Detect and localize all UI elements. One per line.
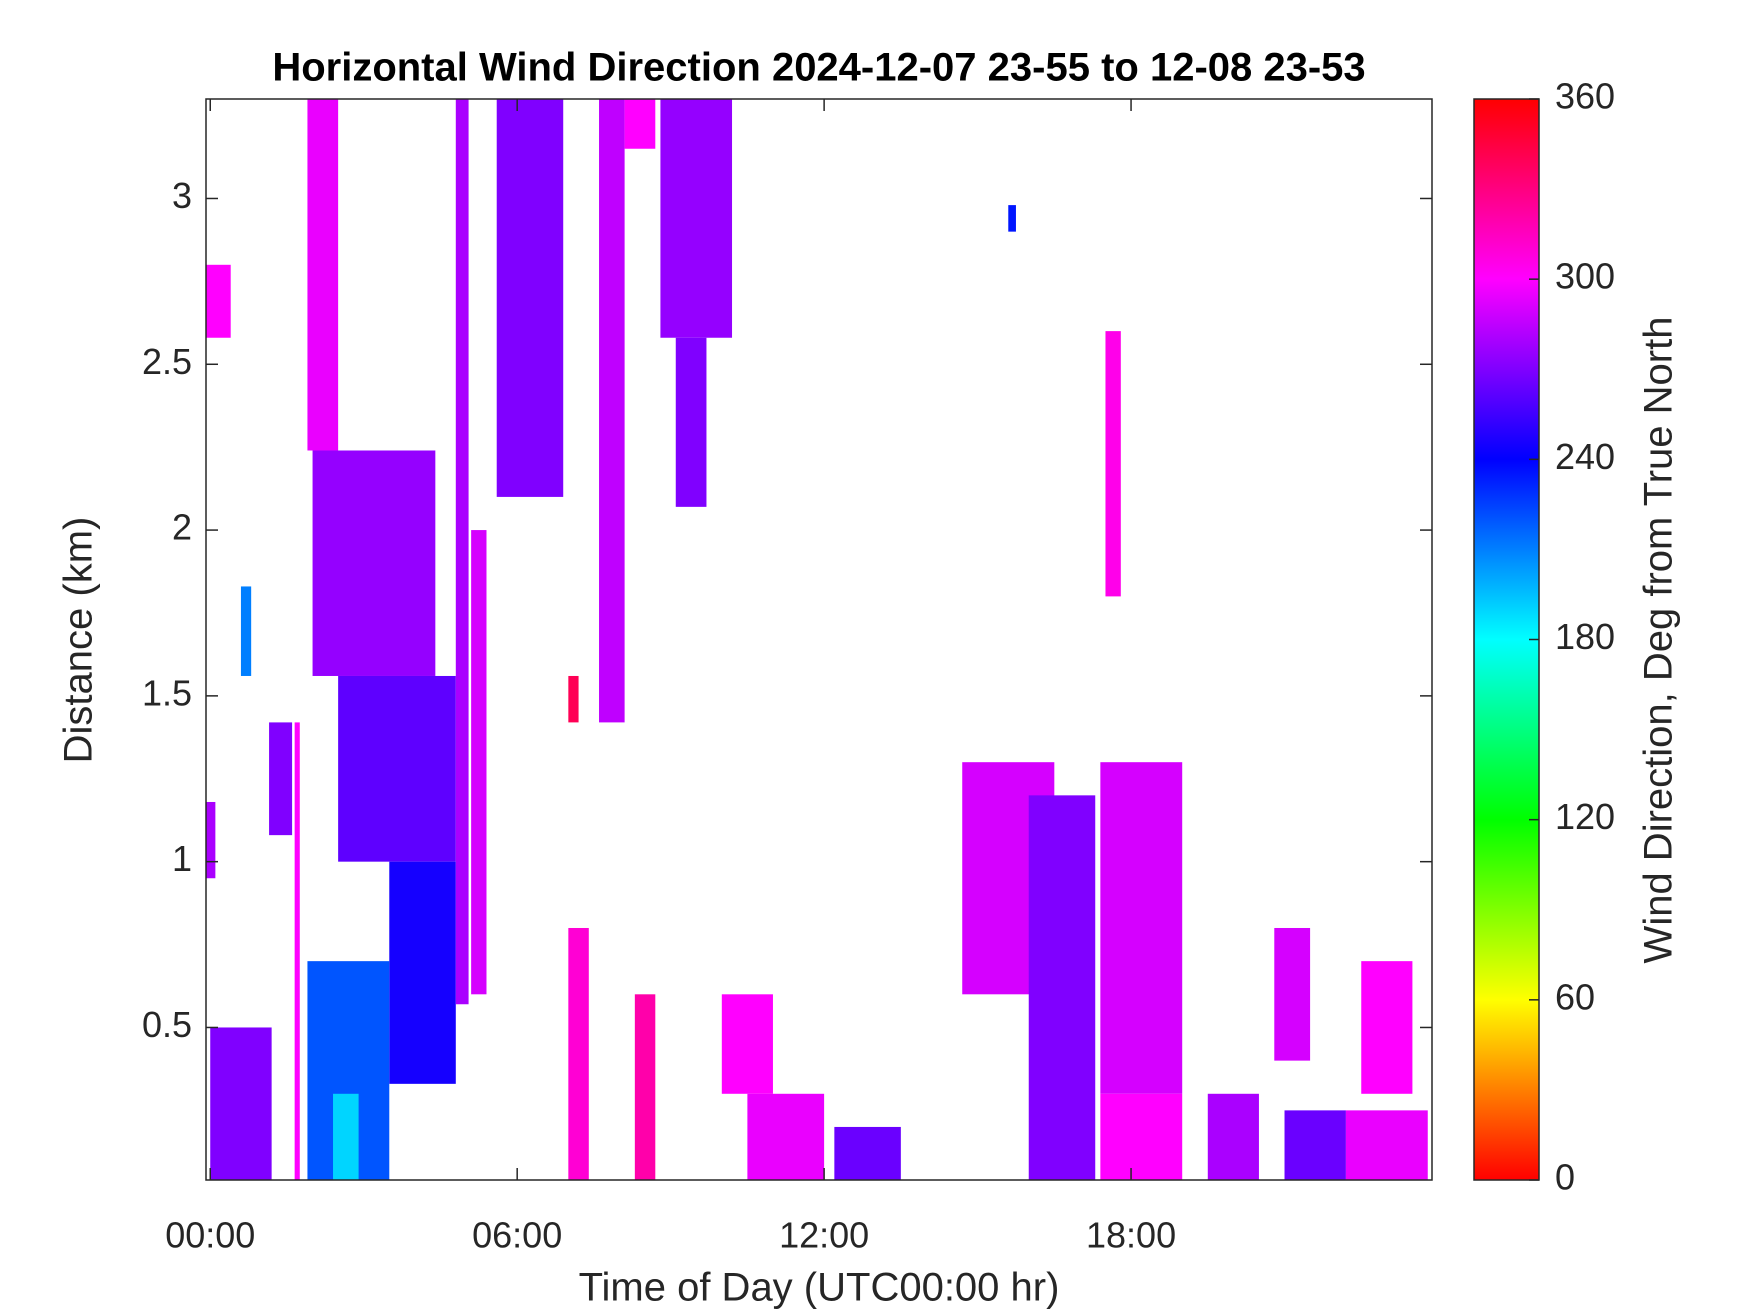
chart-title: Horizontal Wind Direction 2024-12-07 23-…: [272, 46, 1365, 90]
colorbar-tick-label: 360: [1555, 76, 1615, 117]
colorbar-tick-label: 60: [1555, 976, 1595, 1017]
heatmap-cell: [1028, 795, 1096, 1180]
heatmap-cell: [1361, 961, 1413, 1094]
x-tick-label: 12:00: [779, 1215, 869, 1256]
y-tick-label: 0.5: [142, 1004, 192, 1045]
x-tick-label: 18:00: [1086, 1215, 1176, 1256]
heatmap-cell: [496, 99, 564, 497]
heatmap-cell: [471, 530, 487, 995]
y-tick-label: 2.5: [142, 341, 192, 382]
heatmap-cell: [624, 99, 656, 149]
x-axis-label: Time of Day (UTC00:00 hr): [579, 1266, 1060, 1310]
heatmap-cell: [634, 994, 656, 1180]
heatmap-cell: [1345, 1110, 1428, 1180]
heatmap-cell: [747, 1093, 825, 1180]
y-tick-label: 1.5: [142, 672, 192, 713]
heatmap-cell: [389, 861, 456, 1084]
colorbar-tick-label: 300: [1555, 256, 1615, 297]
heatmap-cell: [206, 801, 216, 879]
heatmap-cell: [834, 1126, 901, 1180]
colorbar: [1473, 98, 1540, 1181]
heatmap-cell: [338, 675, 456, 862]
heatmap-cell: [294, 722, 300, 1180]
heatmap-cell: [675, 337, 707, 507]
x-tick-label: 00:00: [165, 1215, 255, 1256]
heatmap-cell: [206, 264, 231, 338]
y-tick-label: 3: [172, 175, 192, 216]
heatmap-cell: [1274, 927, 1311, 1061]
heatmap-cell: [568, 927, 589, 1180]
heatmap-cell: [599, 99, 625, 723]
colorbar-label: Wind Direction, Deg from True North: [1637, 317, 1681, 964]
heatmap-cell: [1207, 1093, 1259, 1180]
heatmap-cell: [1105, 331, 1121, 597]
heatmap-cell: [269, 722, 293, 836]
heatmap-cell: [721, 994, 773, 1094]
heatmap-cell: [333, 1093, 359, 1180]
heatmap-cell: [240, 586, 252, 676]
heatmap-cell: [660, 99, 733, 338]
heatmap-cell: [1008, 205, 1016, 232]
x-tick-label: 06:00: [472, 1215, 562, 1256]
colorbar-tick-label: 240: [1555, 436, 1615, 477]
heatmap-cell: [1100, 762, 1183, 1094]
y-tick-label: 1: [172, 838, 192, 879]
heatmap-cell: [307, 99, 339, 451]
heatmap-cell: [210, 1027, 272, 1180]
y-axis-label: Distance (km): [57, 517, 101, 764]
heatmap-cell: [312, 450, 436, 676]
plot-frame: [205, 98, 1433, 1181]
heatmap-cell: [455, 99, 469, 1005]
heatmap-cell: [1284, 1110, 1346, 1180]
y-tick-label: 2: [172, 507, 192, 548]
colorbar-tick-label: 120: [1555, 796, 1615, 837]
colorbar-tick-label: 0: [1555, 1157, 1575, 1198]
colorbar-tick-label: 180: [1555, 616, 1615, 657]
heatmap-cell: [1100, 1093, 1183, 1180]
heatmap-cell: [568, 675, 579, 723]
plot-area: [206, 99, 1428, 1180]
